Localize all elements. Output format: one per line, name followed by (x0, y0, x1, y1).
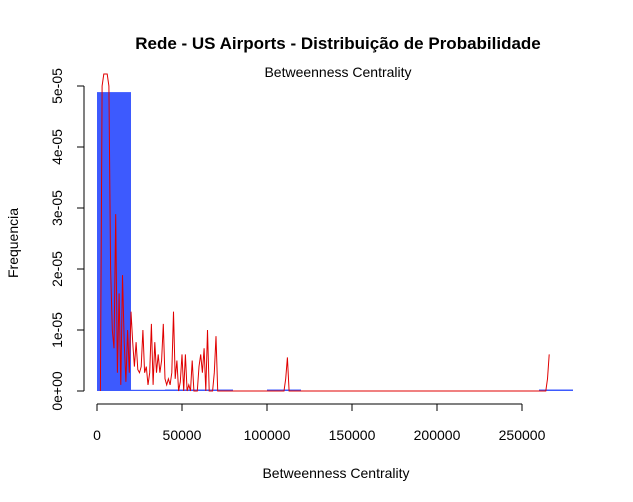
x-axis: 0 50000 100000 150000 200000 250000 (93, 403, 546, 443)
y-tick-label: 0e+00 (49, 371, 65, 411)
y-axis: 0e+00 1e-05 2e-05 3e-05 4e-05 5e-05 (49, 68, 85, 411)
y-tick-label: 1e-05 (49, 312, 65, 348)
x-tick-label: 0 (93, 427, 101, 443)
x-axis-title: Betweenness Centrality (262, 465, 409, 481)
histogram-bar-2 (165, 389, 199, 391)
y-tick-label: 4e-05 (49, 129, 65, 165)
x-tick-label: 100000 (244, 427, 291, 443)
histogram-bars (97, 92, 573, 391)
histogram-bar-13 (539, 389, 573, 391)
chart-subtitle: Betweenness Centrality (264, 64, 411, 80)
y-tick-label: 2e-05 (49, 251, 65, 287)
density-line (99, 73, 550, 392)
histogram-bar-1 (131, 389, 165, 391)
x-tick-label: 250000 (499, 427, 546, 443)
x-tick-label: 150000 (329, 427, 376, 443)
y-axis-title: Frequencia (5, 208, 21, 278)
x-tick-label: 200000 (414, 427, 461, 443)
y-tick-label: 5e-05 (49, 68, 65, 104)
y-tick-label: 3e-05 (49, 190, 65, 226)
x-tick-label: 50000 (163, 427, 202, 443)
histogram-bar-3 (199, 389, 233, 391)
chart-title: Rede - US Airports - Distribuição de Pro… (135, 34, 541, 53)
